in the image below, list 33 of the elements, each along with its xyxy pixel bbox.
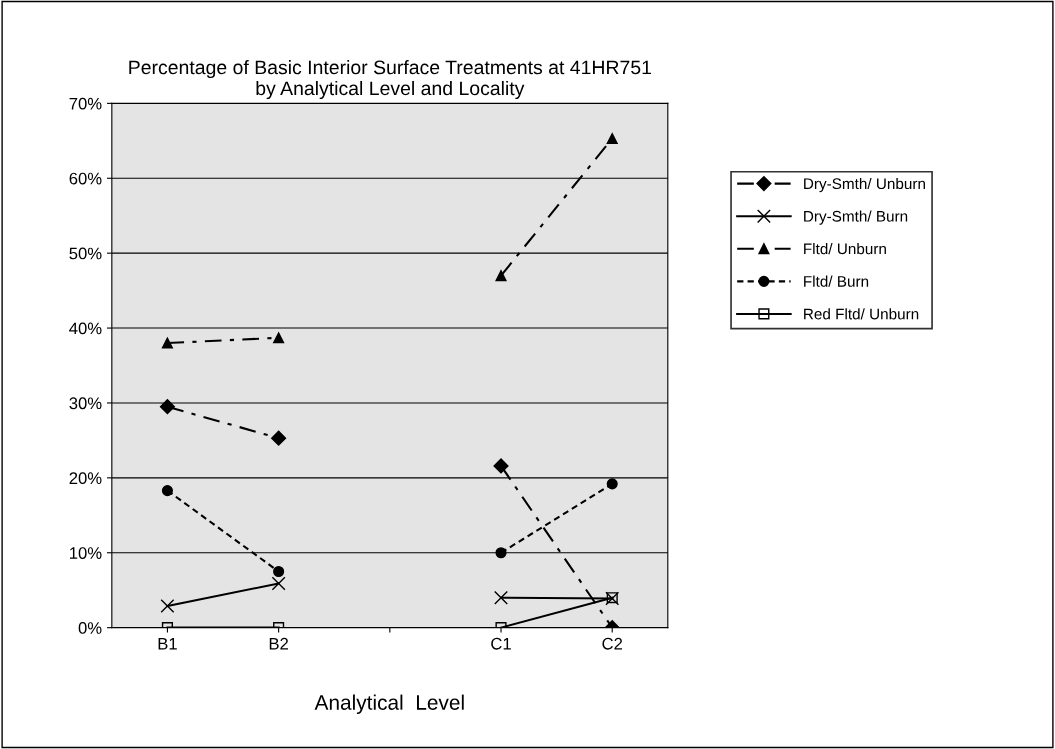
- y-tick-label: 30%: [69, 397, 102, 410]
- point: [160, 598, 175, 613]
- x-tick-label: C1: [491, 637, 511, 650]
- point: [161, 485, 173, 497]
- point: [273, 332, 285, 344]
- point: [271, 430, 287, 446]
- point: [493, 458, 509, 474]
- point: [495, 547, 507, 559]
- legend-label: Fltd/ Unburn: [804, 243, 886, 255]
- x-tick-label: C2: [602, 637, 623, 650]
- legend-label: Red Fltd/ Unburn: [804, 308, 919, 320]
- legend-label: Fltd/ Burn: [804, 275, 869, 287]
- point: [495, 270, 507, 282]
- x-tick-label: B2: [269, 637, 288, 650]
- point: [273, 565, 285, 578]
- legend-label: Dry-Smth/ Unburn: [804, 177, 925, 193]
- point: [606, 133, 618, 145]
- y-tick-label: 0%: [78, 622, 102, 634]
- x-tick-label: B1: [158, 638, 177, 650]
- legend-label: Dry-Smth/ Burn: [804, 210, 908, 225]
- point: [161, 337, 173, 349]
- point: [159, 399, 175, 415]
- y-tick-label: 10%: [70, 547, 102, 559]
- point: [606, 478, 618, 490]
- y-tick-label: 50%: [69, 247, 102, 260]
- chart-title: Percentage of Basic Interior Surface Treatments at 41HR751 by Analytical Level and Locality: [129, 59, 651, 100]
- point: [494, 590, 508, 605]
- point: [271, 576, 286, 591]
- y-tick-label: 60%: [69, 172, 102, 185]
- y-tick-label: 20%: [69, 472, 102, 485]
- y-tick-label: 40%: [69, 322, 102, 335]
- x-axis-title: Analytical Level: [314, 694, 464, 715]
- y-tick-label: 70%: [69, 97, 102, 110]
